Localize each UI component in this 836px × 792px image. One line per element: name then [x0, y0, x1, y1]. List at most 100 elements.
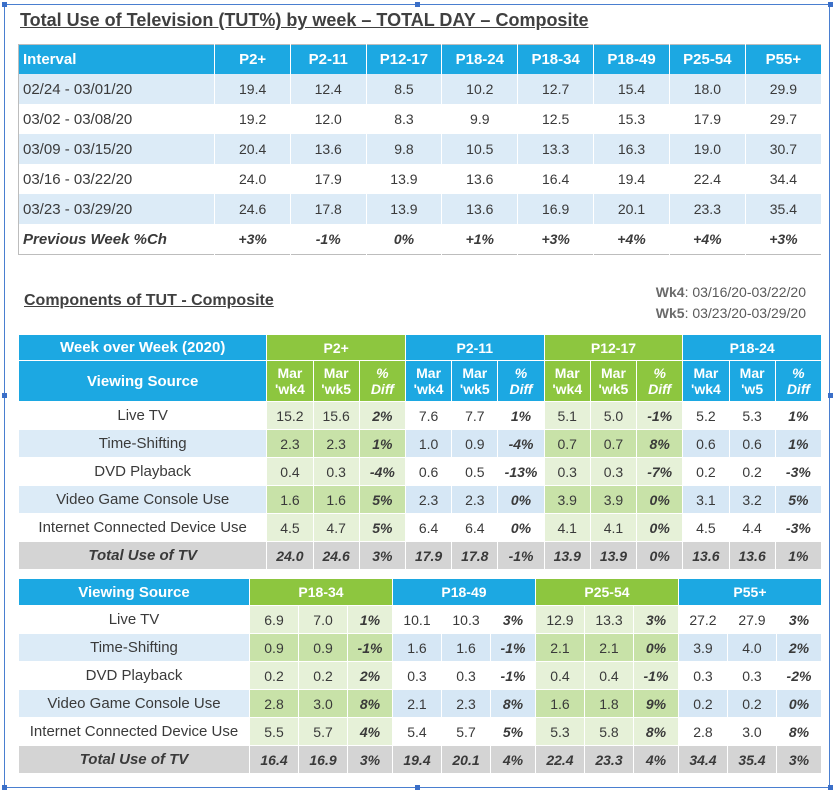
subheader-line: 'w5 — [741, 381, 764, 397]
resize-handle[interactable] — [2, 393, 7, 398]
value-cell: 16.4 — [517, 164, 595, 194]
resize-handle[interactable] — [828, 2, 833, 7]
source-cell: DVD Playback — [18, 661, 250, 690]
pct-cell: +4% — [593, 224, 670, 255]
pct-diff-header: % Diff — [636, 360, 684, 402]
diff-cell: 9% — [633, 689, 679, 718]
value-cell: 5.4 — [391, 717, 443, 746]
diff-cell: -1% — [347, 633, 393, 662]
viewing-source-header: Viewing Source — [18, 578, 250, 606]
total-label: Total Use of TV — [17, 541, 268, 570]
value-cell: 2.8 — [677, 717, 728, 746]
pct-cell: +4% — [669, 224, 746, 255]
data-row: DVD Playback 0.2 0.2 2% 0.3 0.3 -1% 0.4 0.4 -1% 0.… — [18, 661, 823, 690]
value-cell: 6.4 — [404, 513, 453, 542]
source-cell: Time-Shifting — [17, 429, 268, 458]
group-header: P2-11 — [404, 334, 545, 361]
value-cell: 1.6 — [391, 633, 443, 662]
resize-handle[interactable] — [415, 785, 420, 790]
value-cell: 12.9 — [534, 605, 585, 634]
diff-cell: 8% — [775, 717, 823, 746]
table-row: 03/16 - 03/22/20 24.0 17.9 13.9 13.6 16.4 19.4… — [18, 164, 823, 194]
value-cell: 22.4 — [669, 164, 746, 194]
subheader-line: Diff — [370, 381, 394, 397]
pct-cell: -1% — [290, 224, 367, 255]
value-cell: 10.5 — [441, 134, 519, 164]
diff-cell: 8% — [347, 689, 393, 718]
source-cell: Video Game Console Use — [17, 485, 268, 514]
value-cell: 10.1 — [391, 605, 443, 634]
value-cell: 13.3 — [517, 134, 595, 164]
total-cell: 3% — [775, 745, 823, 774]
total-cell: 0% — [636, 541, 684, 570]
subheader-line: 'wk4 — [413, 381, 444, 397]
table-caption: Week over Week (2020) — [17, 334, 268, 361]
subheader-line: Diff — [786, 381, 810, 397]
tut-weekly-table: Interval P2+ P2-11 P12-17 P18-24 P18-34 P18-49… — [18, 44, 823, 255]
diff-cell: 2% — [775, 633, 823, 662]
value-cell: 30.7 — [745, 134, 823, 164]
resize-handle[interactable] — [828, 785, 833, 790]
value-cell: 10.3 — [440, 605, 492, 634]
total-cell: 13.6 — [682, 541, 730, 570]
subheader-line: 'wk5 — [321, 381, 352, 397]
value-cell: 15.2 — [266, 401, 314, 430]
value-cell: 0.9 — [451, 429, 499, 458]
column-header: P18-34 — [517, 44, 595, 74]
diff-cell: 2% — [358, 401, 406, 430]
value-cell: 2.3 — [451, 485, 499, 514]
value-cell: 4.5 — [266, 513, 314, 542]
value-cell: 0.3 — [677, 661, 728, 690]
week-header: Mar'wk5 — [451, 360, 499, 402]
value-cell: 3.9 — [677, 633, 728, 662]
diff-cell: -3% — [774, 513, 823, 542]
diff-cell: -1% — [636, 401, 684, 430]
value-cell: 1.6 — [440, 633, 492, 662]
value-cell: 0.2 — [677, 689, 728, 718]
components-table-2: Viewing Source P18-34 P18-49 P25-54 P55+ Live… — [18, 578, 823, 774]
resize-handle[interactable] — [415, 2, 420, 7]
diff-cell: 5% — [774, 485, 823, 514]
interval-cell: 03/23 - 03/29/20 — [18, 194, 216, 224]
subheader-line: Mar — [693, 365, 719, 381]
diff-cell: 0% — [633, 633, 679, 662]
total-cell: 19.4 — [391, 745, 443, 774]
value-cell: 5.8 — [583, 717, 635, 746]
diff-cell: 3% — [633, 605, 679, 634]
subheader-line: Mar — [416, 365, 442, 381]
value-cell: 0.4 — [534, 661, 585, 690]
source-cell: Internet Connected Device Use — [17, 513, 268, 542]
value-cell: 2.3 — [266, 429, 314, 458]
resize-handle[interactable] — [828, 393, 833, 398]
value-cell: 0.6 — [404, 457, 453, 486]
value-cell: 4.0 — [726, 633, 777, 662]
diff-cell: -13% — [497, 457, 545, 486]
subheader-line: Mar — [601, 365, 626, 381]
value-cell: 5.0 — [589, 401, 638, 430]
diff-cell: -2% — [775, 661, 823, 690]
total-label: Total Use of TV — [18, 745, 250, 774]
diff-cell: 4% — [347, 717, 393, 746]
data-row: Time-Shifting 0.9 0.9 -1% 1.6 1.6 -1% 2.1 2.1 0% 3… — [18, 633, 823, 662]
value-cell: 4.7 — [312, 513, 360, 542]
diff-cell: 5% — [490, 717, 536, 746]
total-cell: 24.6 — [312, 541, 360, 570]
value-cell: 19.2 — [214, 104, 291, 134]
value-cell: 12.0 — [290, 104, 367, 134]
value-cell: 0.9 — [248, 633, 300, 662]
pct-label: Previous Week %Ch — [18, 224, 216, 255]
total-row: Total Use of TV 16.4 16.9 3% 19.4 20.1 4% 22.4 2… — [18, 745, 823, 774]
diff-cell: 1% — [347, 605, 393, 634]
subheader-line: Mar — [739, 365, 765, 381]
resize-handle[interactable] — [2, 2, 7, 7]
pct-cell: 0% — [366, 224, 443, 255]
value-cell: 0.7 — [543, 429, 591, 458]
resize-handle[interactable] — [2, 785, 7, 790]
value-cell: 0.2 — [726, 689, 777, 718]
value-cell: 1.6 — [312, 485, 360, 514]
subheader-line: Mar — [277, 365, 303, 381]
value-cell: 27.9 — [726, 605, 777, 634]
value-cell: 15.4 — [593, 74, 670, 104]
value-cell: 6.4 — [451, 513, 499, 542]
pct-diff-header: % Diff — [497, 360, 545, 402]
